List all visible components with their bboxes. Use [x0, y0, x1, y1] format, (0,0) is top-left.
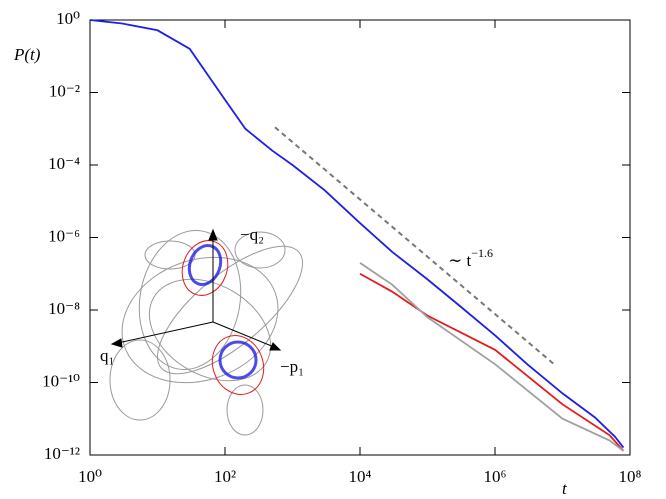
- inset-label: q₁: [100, 346, 114, 365]
- inset-label: −q₂: [240, 225, 264, 244]
- line: [89, 19, 625, 449]
- plot-frame: [89, 19, 631, 456]
- x-tick-label: 10⁴: [349, 467, 372, 486]
- annotation-exponent: −1.6: [471, 246, 493, 260]
- x-tick-label: 10⁰: [78, 467, 102, 486]
- annotation: ∼ t−1.6: [448, 246, 493, 270]
- y-tick-label: 10⁻²: [49, 81, 80, 100]
- line: [359, 272, 625, 452]
- y-tick-label: 10⁻⁶: [48, 226, 80, 245]
- inset: −q₂ q₁ −p₁: [100, 225, 304, 436]
- x-tick-label: 10⁸: [619, 467, 642, 486]
- x-tick-label: 10⁶: [484, 467, 507, 486]
- x-tick-label: 10²: [214, 467, 236, 486]
- y-tick-label: 10⁻⁴: [48, 154, 80, 173]
- y-axis-label: P(t): [13, 45, 41, 64]
- x-axis-label: t: [562, 479, 568, 498]
- y-tick-label: 10⁻⁸: [48, 299, 80, 318]
- y-tick-label: 10⁻¹⁰: [42, 371, 80, 390]
- inset-label: −p₁: [280, 357, 304, 376]
- line: [359, 262, 624, 452]
- y-tick-label: 10⁻¹²: [44, 444, 80, 463]
- y-tick-label: 10⁰: [56, 9, 80, 28]
- reference-line: [274, 126, 556, 366]
- annotation-text: ∼ t: [448, 251, 471, 270]
